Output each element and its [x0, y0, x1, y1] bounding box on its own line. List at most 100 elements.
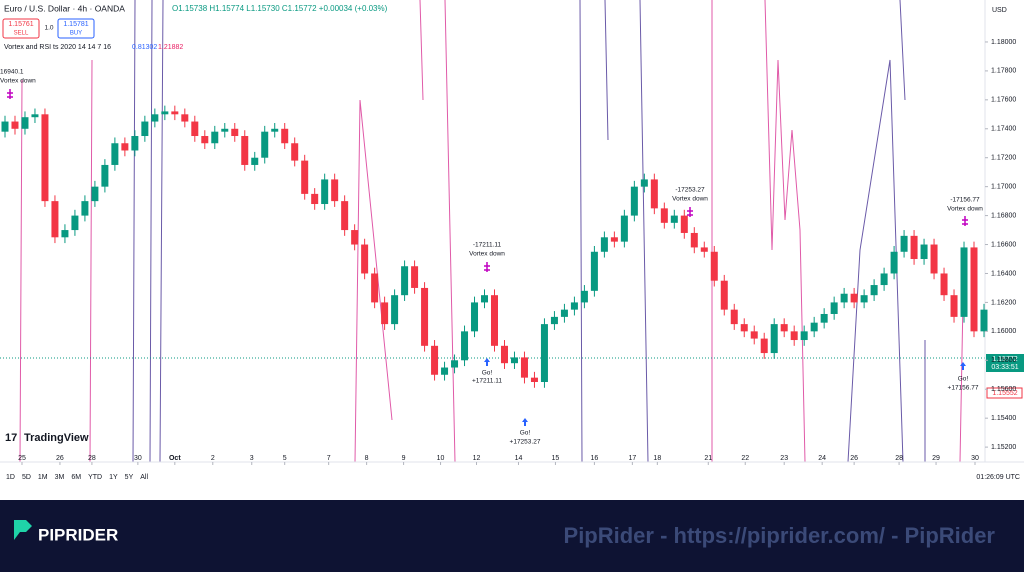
x-tick-label: 26 [56, 455, 64, 462]
candle-body [11, 121, 19, 129]
x-tick-label: 10 [437, 455, 445, 462]
candle-body [810, 322, 818, 332]
watermark: PipRider - https://piprider.com/ - PipRi… [564, 523, 996, 548]
candle-body [930, 244, 938, 274]
candle-body [710, 251, 718, 281]
candle-body [960, 247, 968, 317]
candle-body [540, 324, 548, 382]
candle-body [281, 128, 289, 144]
candle-body [870, 285, 878, 296]
candle-body [81, 201, 89, 216]
buy-price[interactable]: 1.15781 [63, 21, 88, 28]
x-tick-label: 9 [402, 455, 406, 462]
x-tick-label: 8 [365, 455, 369, 462]
annotation: Go! [958, 376, 969, 383]
annotation: Vortex down [672, 196, 708, 203]
candle-body [820, 313, 828, 323]
candle-body [860, 295, 868, 303]
candle-body [291, 143, 299, 161]
candle-body [181, 114, 189, 122]
candle-body [331, 179, 339, 202]
sell-price[interactable]: 1.15761 [8, 21, 33, 28]
candle-body [500, 345, 508, 364]
candle-body [201, 136, 209, 144]
y-tick-label: 1.17200 [991, 155, 1016, 162]
x-tick-label: 30 [134, 455, 142, 462]
candle-body [550, 316, 558, 325]
candle-body [1, 121, 9, 132]
candle-body [660, 208, 668, 223]
candle-body [411, 266, 419, 288]
y-tick-label: 1.16800 [991, 212, 1016, 219]
indicator-lines [19, 0, 964, 463]
candle-body [481, 295, 489, 303]
candle-body [241, 136, 249, 165]
annotation: 16940.1 [0, 69, 24, 76]
candle-body [920, 244, 928, 260]
candle-body [71, 215, 79, 231]
y-tick-label: 1.16600 [991, 241, 1016, 248]
annotation: Go! [520, 430, 531, 437]
candle-body [361, 244, 369, 274]
buy-label[interactable]: BUY [70, 31, 82, 37]
candle-body [770, 324, 778, 354]
x-tick-label: 16 [590, 455, 598, 462]
candle-body [191, 121, 199, 137]
range-button[interactable]: 5Y [125, 474, 134, 481]
candle-body [610, 237, 618, 242]
candle-body [381, 302, 389, 325]
logo: TradingView [24, 432, 89, 444]
y-tick-label: 1.15600 [991, 386, 1016, 393]
annotation: +17211.11 [472, 378, 502, 385]
annotation: -17253.27 [675, 187, 705, 194]
candle-body [830, 302, 838, 314]
candle-body [950, 295, 958, 317]
candle-body [800, 331, 808, 341]
currency: USD [992, 7, 1007, 14]
candle-body [780, 324, 788, 332]
x-tick-label: 23 [780, 455, 788, 462]
annotations: 16940.1 Vortex down -17211.11 Vortex dow… [0, 69, 983, 446]
candle-body [301, 160, 309, 194]
annotation: +17156.77 [948, 385, 979, 392]
range-button[interactable]: All [140, 474, 148, 481]
candle-body [31, 114, 39, 118]
candle-body [391, 295, 399, 325]
candle-body [151, 114, 159, 122]
x-tick-label: 2 [211, 455, 215, 462]
range-button[interactable]: YTD [88, 474, 102, 481]
candle-body [560, 309, 568, 317]
indicator-value: 0.81302 [132, 44, 157, 51]
brand-icon [14, 520, 32, 540]
candle-body [750, 331, 758, 339]
buy-button[interactable] [57, 18, 95, 39]
range-button[interactable]: 1M [38, 474, 48, 481]
candle-body [630, 186, 638, 216]
candle-body [840, 293, 848, 303]
candle-body [321, 179, 329, 205]
y-tick-label: 1.16400 [991, 270, 1016, 277]
range-button[interactable]: 1Y [109, 474, 118, 481]
range-button[interactable]: 5D [22, 474, 31, 481]
annotation: Vortex down [469, 251, 505, 258]
candle-body [171, 111, 179, 115]
candle-body [510, 357, 518, 364]
candle-body [51, 201, 59, 238]
sell-label[interactable]: SELL [14, 31, 29, 37]
range-button[interactable]: 6M [71, 474, 81, 481]
x-tick-label: 5 [283, 455, 287, 462]
candle-body [211, 131, 219, 144]
range-button[interactable]: 1D [6, 474, 15, 481]
candle-body [520, 357, 528, 378]
candle-body [970, 247, 978, 332]
candle-body [451, 360, 459, 368]
current-price: 1.15772 [992, 356, 1017, 363]
x-tick-label: 28 [895, 455, 903, 462]
sell-button[interactable] [2, 18, 40, 39]
candle-body [121, 143, 129, 151]
clock: 01:26:09 UTC [976, 474, 1020, 481]
candle-body [421, 287, 429, 346]
range-button[interactable]: 3M [55, 474, 65, 481]
candle-body [231, 128, 239, 137]
candle-body [720, 280, 728, 310]
